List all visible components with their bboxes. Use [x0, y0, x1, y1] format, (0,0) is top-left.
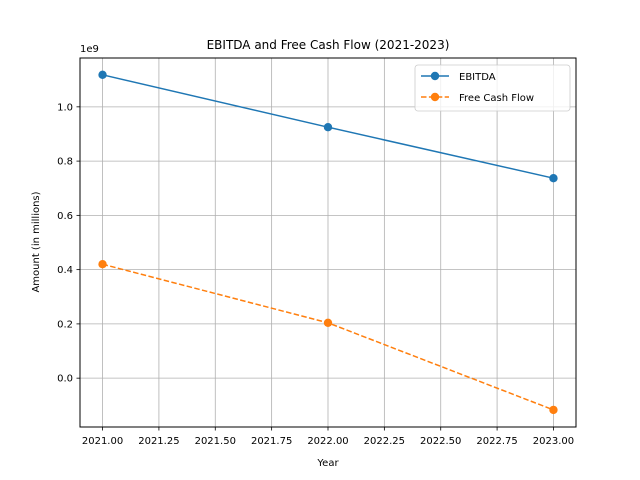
- ticks: 2021.00 2021.25 2021.50 2021.75 2022.00 2022.…: [57, 102, 574, 447]
- free-cash-flow-point: [549, 405, 558, 415]
- ebitda-point: [323, 122, 333, 132]
- legend-marker-free-cash-flow: [430, 92, 440, 102]
- y-tick-label: 1.0: [57, 102, 73, 113]
- x-tick-label: 2021.25: [138, 436, 179, 447]
- legend-label-ebitda: EBITDA: [459, 72, 496, 83]
- x-tick-label: 2021.00: [82, 436, 123, 447]
- x-tick-label: 2022.75: [476, 436, 517, 447]
- x-tick-label: 2023.00: [533, 436, 574, 447]
- x-tick-label: 2022.00: [307, 436, 348, 447]
- y-tick-label: 0.2: [57, 319, 73, 330]
- y-tick-label: 0.8: [57, 157, 73, 168]
- x-axis-label: Year: [316, 458, 339, 469]
- legend-marker-ebitda: [430, 71, 440, 81]
- grid: [80, 58, 576, 427]
- legend-label-free-cash-flow: Free Cash Flow: [459, 93, 534, 104]
- legend: EBITDA Free Cash Flow: [414, 64, 571, 112]
- y-axis-label: Amount (in millions): [31, 191, 42, 292]
- x-tick-label: 2021.75: [251, 436, 292, 447]
- free-cash-flow-point: [323, 318, 333, 328]
- y-tick-label: 0.6: [57, 211, 73, 222]
- chart-title: EBITDA and Free Cash Flow (2021-2023): [207, 38, 450, 52]
- ebitda-point: [549, 173, 558, 183]
- x-tick-label: 2022.25: [364, 436, 405, 447]
- ebitda-point: [98, 70, 107, 80]
- legend-box: [414, 64, 571, 112]
- y-tick-label: 0.4: [57, 265, 73, 276]
- x-tick-label: 2021.50: [195, 436, 236, 447]
- y-tick-label: 0.0: [57, 374, 73, 385]
- series-layer: [98, 70, 558, 415]
- free-cash-flow-point: [98, 260, 107, 269]
- x-tick-label: 2022.50: [420, 436, 461, 447]
- y-offset-label: 1e9: [80, 44, 99, 55]
